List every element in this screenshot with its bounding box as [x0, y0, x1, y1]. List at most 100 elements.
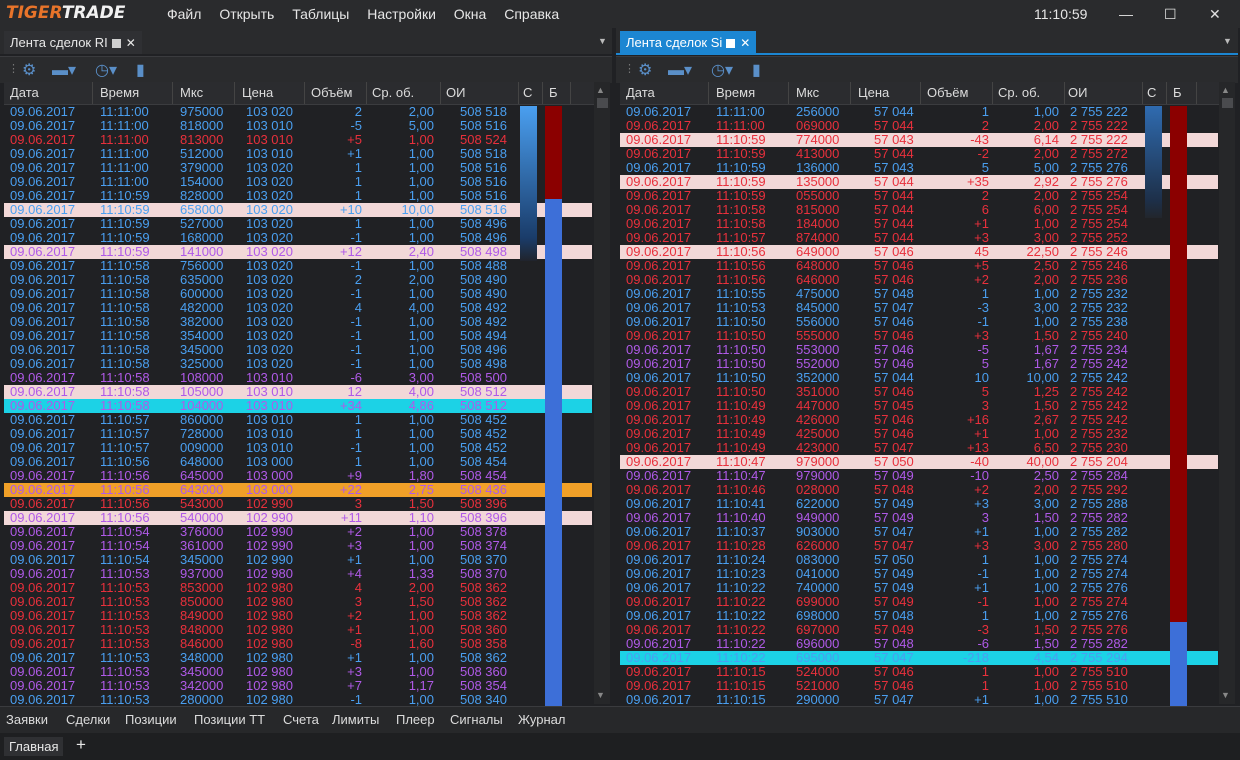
col-price[interactable]: Цена: [858, 85, 890, 100]
table-row[interactable]: 09.06.2017 11:11:00 818000 103 010 -5 5,00 508…: [4, 119, 592, 133]
table-row[interactable]: 09.06.2017 11:10:53 348000 102 980 +1 1,00 508…: [4, 651, 592, 665]
table-row[interactable]: 09.06.2017 11:10:59 527000 103 020 1 1,00 508 …: [4, 217, 592, 231]
folder-icon[interactable]: ▬▾: [668, 62, 693, 79]
table-row[interactable]: 09.06.2017 11:10:53 846000 102 980 -8 1,60 508…: [4, 637, 592, 651]
folder-icon[interactable]: ▬▾: [52, 62, 77, 79]
table-row[interactable]: 09.06.2017 11:10:55 475000 57 048 1 1,00 2 755…: [620, 287, 1218, 301]
table-row[interactable]: 09.06.2017 11:10:49 447000 57 045 3 1,50 2 755…: [620, 399, 1218, 413]
col-sell[interactable]: С: [523, 85, 533, 100]
chevron-down-icon[interactable]: ▼: [1223, 36, 1232, 46]
maximize-button[interactable]: ☐: [1164, 6, 1177, 22]
tab-signals[interactable]: Сигналы: [450, 712, 503, 727]
table-row[interactable]: 09.06.2017 11:10:50 351000 57 046 5 1,25 2 755…: [620, 385, 1218, 399]
table-row[interactable]: 09.06.2017 11:10:58 482000 103 020 4 4,00 508 …: [4, 301, 592, 315]
table-row[interactable]: 09.06.2017 11:10:58 354000 103 020 -1 1,00 508…: [4, 329, 592, 343]
table-row[interactable]: 09.06.2017 11:10:53 848000 102 980 +1 1,00 508…: [4, 623, 592, 637]
table-row[interactable]: 09.06.2017 11:10:59 135000 57 044 +35 2,92 2 7…: [620, 175, 1218, 189]
table-row[interactable]: 09.06.2017 11:10:50 555000 57 046 +3 1,50 2 75…: [620, 329, 1218, 343]
table-row[interactable]: 09.06.2017 11:10:59 413000 57 044 -2 2,00 2 75…: [620, 147, 1218, 161]
table-row[interactable]: 09.06.2017 11:10:56 645000 103 000 +9 1,80 508…: [4, 469, 592, 483]
table-row[interactable]: 09.06.2017 11:10:53 853000 102 980 4 2,00 508 …: [4, 581, 592, 595]
table-row[interactable]: 09.06.2017 11:10:53 280000 102 980 -1 1,00 508…: [4, 693, 592, 707]
col-avg[interactable]: Ср. об.: [372, 85, 415, 100]
table-row[interactable]: 09.06.2017 11:10:58 325000 103 020 -1 1,00 508…: [4, 357, 592, 371]
table-row[interactable]: 09.06.2017 11:10:53 345000 102 980 +3 1,00 508…: [4, 665, 592, 679]
scroll-up-icon[interactable]: ▲: [1221, 85, 1230, 95]
col-volume[interactable]: Объём: [311, 85, 353, 100]
table-row[interactable]: 09.06.2017 11:10:53 937000 102 980 +4 1,33 508…: [4, 567, 592, 581]
tab-limits[interactable]: Лимиты: [332, 712, 380, 727]
scrollbar[interactable]: ▲ ▼: [594, 82, 610, 704]
table-row[interactable]: 09.06.2017 11:10:58 756000 103 020 -1 1,00 508…: [4, 259, 592, 273]
table-row[interactable]: 09.06.2017 11:10:59 141000 103 020 +12 2,40 50…: [4, 245, 592, 259]
table-row[interactable]: 09.06.2017 11:10:56 540000 102 990 +11 1,10 50…: [4, 511, 592, 525]
table-row[interactable]: 09.06.2017 11:10:58 104000 103 010 +34 4,86 50…: [4, 399, 592, 413]
clock-icon[interactable]: ◷▾: [711, 62, 733, 79]
col-oi[interactable]: ОИ: [1068, 85, 1088, 100]
table-row[interactable]: 09.06.2017 11:10:15 290000 57 047 +1 1,00 2 75…: [620, 693, 1218, 707]
table-row[interactable]: 09.06.2017 11:11:00 379000 103 020 1 1,00 508 …: [4, 161, 592, 175]
table-row[interactable]: 09.06.2017 11:10:56 643000 103 000 +22 2,75 50…: [4, 483, 592, 497]
table-row[interactable]: 09.06.2017 11:10:58 105000 103 010 12 4,00 508…: [4, 385, 592, 399]
table-row[interactable]: 09.06.2017 11:10:50 552000 57 046 5 1,67 2 755…: [620, 357, 1218, 371]
tab-orders[interactable]: Заявки: [6, 712, 48, 727]
float-icon[interactable]: [111, 39, 121, 48]
table-row[interactable]: 09.06.2017 11:10:37 903000 57 047 +1 1,00 2 75…: [620, 525, 1218, 539]
close-icon[interactable]: ✕: [125, 36, 136, 50]
table-row[interactable]: 09.06.2017 11:10:58 382000 103 020 -1 1,00 508…: [4, 315, 592, 329]
table-row[interactable]: 09.06.2017 11:10:54 376000 102 990 +2 1,00 508…: [4, 525, 592, 539]
table-row[interactable]: 09.06.2017 11:10:56 646000 57 046 +2 2,00 2 75…: [620, 273, 1218, 287]
table-row[interactable]: 09.06.2017 11:10:53 342000 102 980 +7 1,17 508…: [4, 679, 592, 693]
table-row[interactable]: 09.06.2017 11:10:53 849000 102 980 +2 1,00 508…: [4, 609, 592, 623]
col-buy[interactable]: Б: [549, 85, 558, 100]
table-row[interactable]: 09.06.2017 11:10:59 136000 57 043 5 5,00 2 755…: [620, 161, 1218, 175]
tab-positions-tt[interactable]: Позиции ТТ: [194, 712, 266, 727]
table-row[interactable]: 09.06.2017 11:10:57 009000 103 010 -1 1,00 508…: [4, 441, 592, 455]
trash-icon[interactable]: ▮: [136, 62, 145, 79]
col-volume[interactable]: Объём: [927, 85, 969, 100]
table-row[interactable]: 09.06.2017 11:10:22 740000 57 049 +1 1,00 2 75…: [620, 581, 1218, 595]
col-buy[interactable]: Б: [1173, 85, 1182, 100]
table-row[interactable]: 09.06.2017 11:10:50 556000 57 046 -1 1,00 2 75…: [620, 315, 1218, 329]
scroll-thumb[interactable]: [1222, 98, 1233, 108]
table-row[interactable]: 09.06.2017 11:10:57 860000 103 010 1 1,00 508 …: [4, 413, 592, 427]
tab-journal[interactable]: Журнал: [518, 712, 566, 727]
menu-help[interactable]: Справка: [504, 6, 560, 22]
table-row[interactable]: 09.06.2017 11:10:47 979000 57 050 -40 40,00 2 …: [620, 455, 1218, 469]
table-row[interactable]: 09.06.2017 11:10:47 979000 57 049 -10 2,50 2 7…: [620, 469, 1218, 483]
menu-open[interactable]: Открыть: [219, 6, 275, 22]
table-row[interactable]: 09.06.2017 11:10:58 184000 57 044 +1 1,00 2 75…: [620, 217, 1218, 231]
table-row[interactable]: 09.06.2017 11:10:22 699000 57 049 -1 1,00 2 75…: [620, 595, 1218, 609]
menu-settings[interactable]: Настройки: [367, 6, 436, 22]
col-avg[interactable]: Ср. об.: [998, 85, 1041, 100]
table-row[interactable]: 09.06.2017 11:10:22 697000 57 049 -3 1,50 2 75…: [620, 623, 1218, 637]
scroll-down-icon[interactable]: ▼: [1221, 690, 1230, 700]
table-row[interactable]: 09.06.2017 11:10:49 426000 57 046 +16 2,67 2 7…: [620, 413, 1218, 427]
trash-icon[interactable]: ▮: [752, 62, 761, 79]
tab-accounts[interactable]: Счета: [283, 712, 319, 727]
table-row[interactable]: 09.06.2017 11:10:50 553000 57 046 -5 1,67 2 75…: [620, 343, 1218, 357]
table-row[interactable]: 09.06.2017 11:10:53 845000 57 047 -3 3,00 2 75…: [620, 301, 1218, 315]
table-row[interactable]: 09.06.2017 11:10:41 622000 57 049 +3 3,00 2 75…: [620, 497, 1218, 511]
tab-trade-tape-si[interactable]: Лента сделок Si ✕: [620, 31, 757, 54]
table-row[interactable]: 09.06.2017 11:10:50 352000 57 044 10 10,00 2 7…: [620, 371, 1218, 385]
close-icon[interactable]: ✕: [740, 36, 751, 50]
table-row[interactable]: 09.06.2017 11:10:53 850000 102 980 3 1,50 508 …: [4, 595, 592, 609]
table-row[interactable]: 09.06.2017 11:10:59 055000 57 044 2 2,00 2 755…: [620, 189, 1218, 203]
table-row[interactable]: 09.06.2017 11:10:40 949000 57 049 3 1,50 2 755…: [620, 511, 1218, 525]
col-price[interactable]: Цена: [242, 85, 274, 100]
table-row[interactable]: 09.06.2017 11:10:56 543000 102 990 3 1,50 508 …: [4, 497, 592, 511]
table-row[interactable]: 09.06.2017 11:10:59 774000 57 043 -43 6,14 2 7…: [620, 133, 1218, 147]
table-row[interactable]: 09.06.2017 11:10:58 815000 57 044 6 6,00 2 755…: [620, 203, 1218, 217]
col-sell[interactable]: С: [1147, 85, 1157, 100]
table-row[interactable]: 09.06.2017 11:10:59 828000 103 020 1 1,00 508 …: [4, 189, 592, 203]
table-row[interactable]: 09.06.2017 11:10:58 635000 103 020 2 2,00 508 …: [4, 273, 592, 287]
col-mks[interactable]: Мкс: [180, 85, 204, 100]
table-row[interactable]: 09.06.2017 11:10:54 361000 102 990 +3 1,00 508…: [4, 539, 592, 553]
table-row[interactable]: 09.06.2017 11:10:56 649000 57 046 45 22,50 2 7…: [620, 245, 1218, 259]
table-row[interactable]: 09.06.2017 11:11:00 512000 103 010 +1 1,00 508…: [4, 147, 592, 161]
table-row[interactable]: 09.06.2017 11:10:49 425000 57 046 +1 1,00 2 75…: [620, 427, 1218, 441]
add-workspace-button[interactable]: +: [76, 735, 86, 754]
float-icon[interactable]: [726, 39, 736, 48]
table-row[interactable]: 09.06.2017 11:10:28 626000 57 047 +3 3,00 2 75…: [620, 539, 1218, 553]
